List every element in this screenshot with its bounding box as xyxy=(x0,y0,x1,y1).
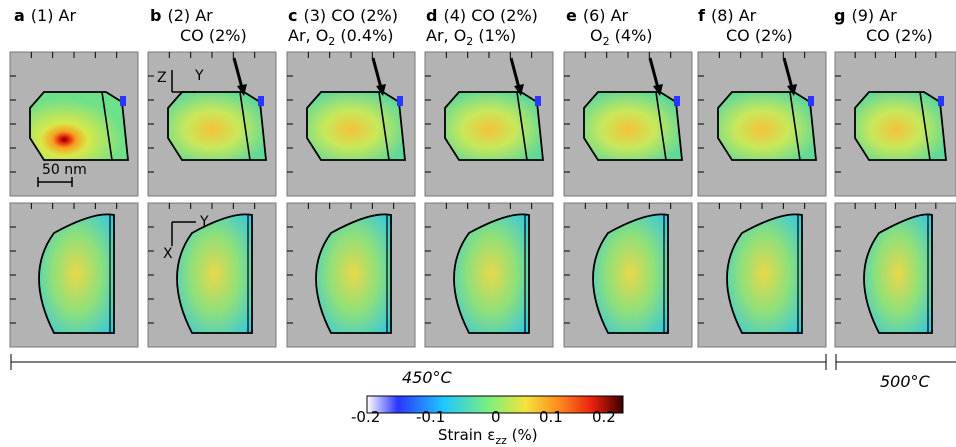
condition-line2: CO (2%) xyxy=(866,26,933,45)
facet-arrow xyxy=(782,57,797,96)
temperature-label-450: 450°C xyxy=(402,368,452,387)
strain-panel-d-top xyxy=(424,51,554,197)
facet-arrow xyxy=(232,57,247,96)
strain-panel-e-bottom xyxy=(563,202,693,348)
strain-panel-c-top xyxy=(286,51,416,197)
temperature-label-500: 500°C xyxy=(880,372,930,391)
colorbar xyxy=(366,395,624,414)
condition-line1: (1) Ar xyxy=(30,6,77,25)
condition-line1: (9) Ar xyxy=(851,6,897,25)
strain-panel-b-top xyxy=(147,51,277,197)
condition-line1: (3) CO (2%) xyxy=(303,6,398,25)
facet-arrow xyxy=(509,57,524,96)
panel-letter: f xyxy=(698,6,705,25)
axis-label-y-top: Y xyxy=(195,68,204,84)
condition-line1: (6) Ar xyxy=(582,6,629,25)
header-col-d: d (4) CO (2%) Ar, O2 (1%) xyxy=(426,6,538,52)
colorbar-label: Strain εzz (%) xyxy=(438,426,538,447)
axes-indicator-bottom xyxy=(171,221,196,246)
header-col-f: f (8) Ar CO (2%) xyxy=(698,6,793,46)
scale-bar xyxy=(37,177,73,187)
condition-line2: CO (2%) xyxy=(726,26,793,45)
colorbar-tick: 0 xyxy=(491,408,501,426)
condition-line1: (4) CO (2%) xyxy=(443,6,538,25)
header-col-g: g (9) Ar CO (2%) xyxy=(834,6,933,46)
panel-letter: a xyxy=(14,6,25,25)
strain-panel-b-bottom xyxy=(147,202,277,348)
header-col-a: a (1) Ar xyxy=(14,6,76,26)
strain-panel-f-top xyxy=(697,51,827,197)
panel-letter: b xyxy=(150,6,162,25)
colorbar-tick: 0.2 xyxy=(592,408,616,426)
condition-line1: (8) Ar xyxy=(710,6,757,25)
condition-line2: Ar, O2 (1%) xyxy=(426,26,517,49)
strain-panel-a-top xyxy=(9,51,139,197)
strain-panel-a-bottom xyxy=(9,202,139,348)
facet-arrow xyxy=(371,57,386,96)
temperature-bracket-500 xyxy=(835,354,956,370)
axis-label-y-bottom: Y xyxy=(200,214,209,230)
panel-letter: d xyxy=(426,6,438,25)
strain-panel-g-bottom xyxy=(834,202,956,348)
axes-indicator-top xyxy=(171,70,196,93)
strain-panel-e-top xyxy=(563,51,693,197)
header-col-e: e (6) Ar O2 (4%) xyxy=(566,6,653,52)
temperature-bracket-450 xyxy=(10,354,827,370)
condition-line1: (2) Ar xyxy=(167,6,213,25)
condition-line2: Ar, O2 (0.4%) xyxy=(288,26,394,49)
strain-panel-f-bottom xyxy=(697,202,827,348)
strain-panel-d-bottom xyxy=(424,202,554,348)
header-col-b: b (2) Ar CO (2%) xyxy=(150,6,247,46)
colorbar-tick: 0.1 xyxy=(539,408,563,426)
axis-label-x: X xyxy=(163,246,173,262)
colorbar-tick: -0.2 xyxy=(351,408,381,426)
scale-bar-label: 50 nm xyxy=(42,162,87,178)
condition-line2: CO (2%) xyxy=(180,26,247,45)
panel-letter: c xyxy=(288,6,298,25)
colorbar-tick: -0.1 xyxy=(416,408,446,426)
header-col-c: c (3) CO (2%) Ar, O2 (0.4%) xyxy=(288,6,398,52)
axis-label-z: Z xyxy=(157,70,167,86)
condition-line2: O2 (4%) xyxy=(590,26,653,49)
panel-letter: e xyxy=(566,6,577,25)
strain-panel-g-top xyxy=(834,51,956,197)
facet-arrow xyxy=(648,57,663,96)
strain-panel-c-bottom xyxy=(286,202,416,348)
panel-letter: g xyxy=(834,6,846,25)
